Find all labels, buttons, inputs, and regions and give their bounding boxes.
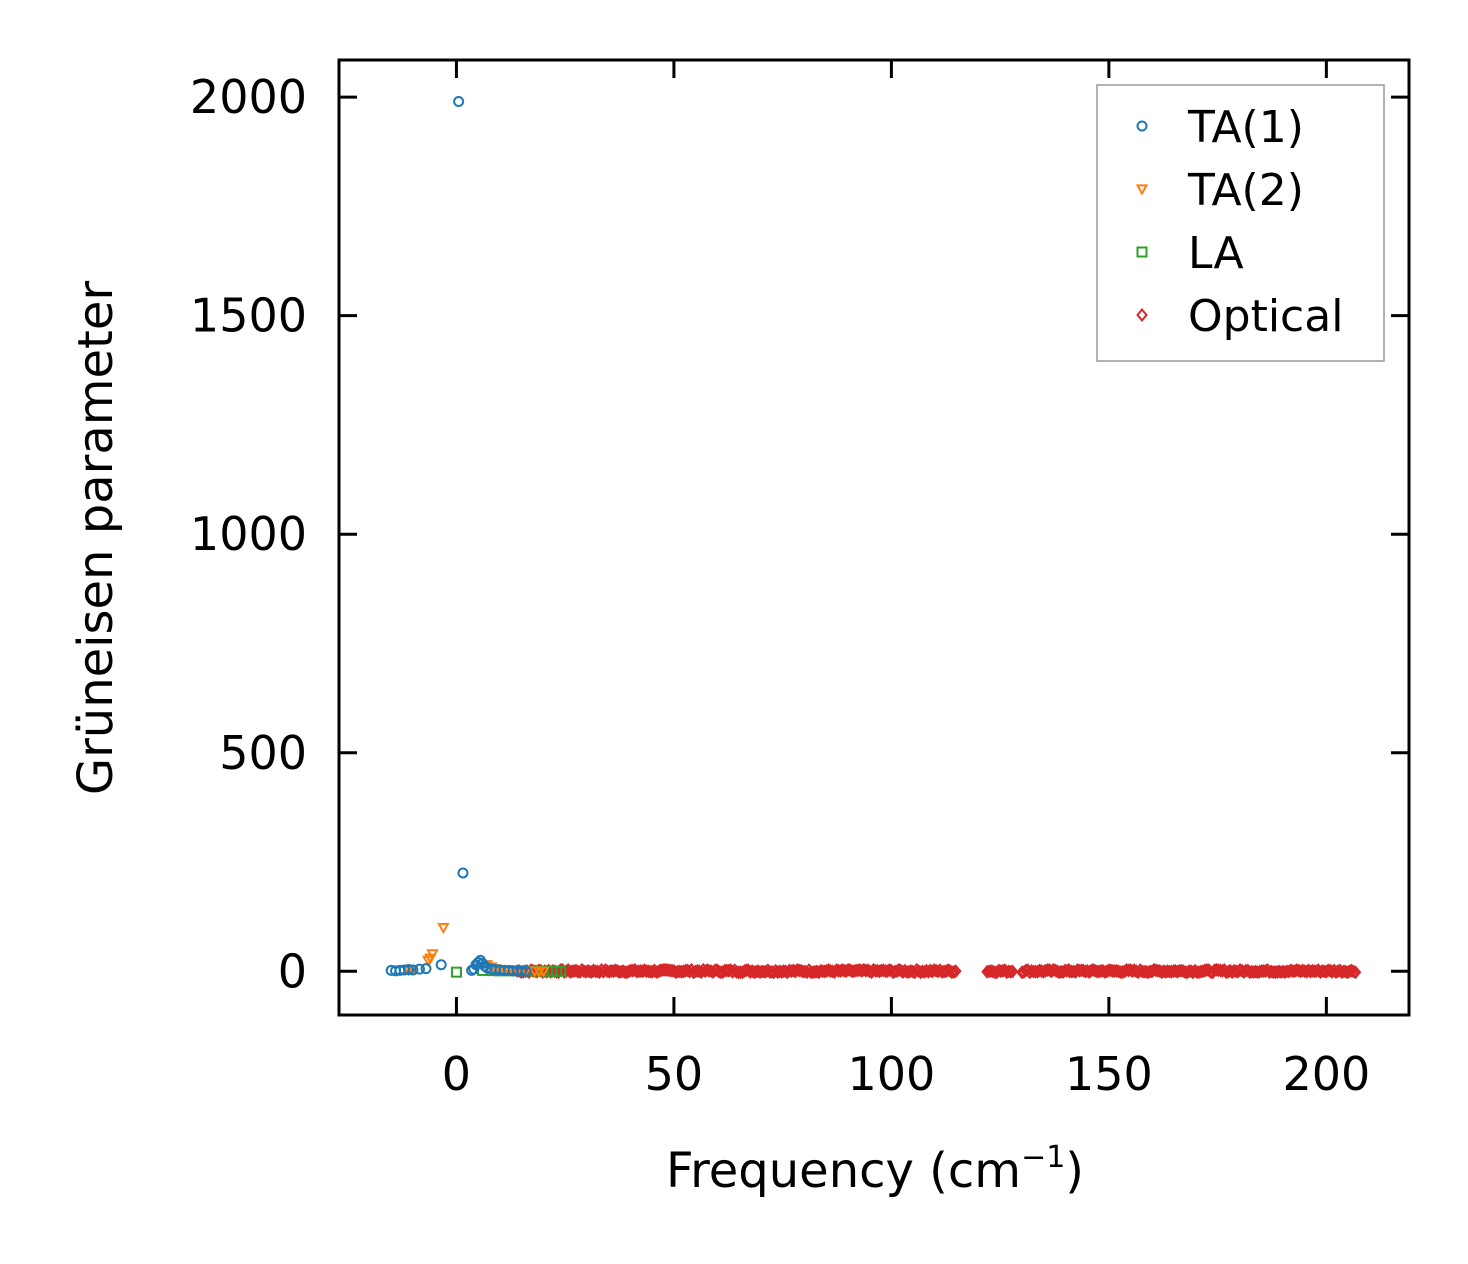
optical-point [1347, 964, 1360, 979]
y-tick-label: 0 [278, 944, 307, 998]
legend-box [1096, 84, 1385, 362]
data-point-ta1 [479, 960, 491, 972]
optical-point [623, 964, 635, 979]
data-point-ta1 [407, 964, 419, 976]
x-tick-label: 100 [847, 1047, 935, 1101]
data-point-ta1 [520, 965, 532, 977]
optical-point [550, 964, 563, 979]
x-axis-label-exponent: −1 [1021, 1140, 1065, 1175]
x-tick-label: 150 [1065, 1047, 1153, 1101]
legend-label: Optical [1188, 291, 1343, 342]
y-tick-label: 1500 [190, 289, 307, 343]
legend-marker [1136, 120, 1148, 132]
data-point-ta2 [537, 966, 550, 978]
data-point-ta2 [421, 955, 435, 967]
data-point-ta2 [437, 922, 450, 935]
optical-point [949, 964, 962, 979]
data-point-ta1 [516, 965, 528, 977]
plot-marks [385, 96, 1362, 980]
x-axis-label-close: ) [1065, 1143, 1084, 1199]
optical-point [664, 963, 676, 978]
data-point-la [450, 966, 462, 978]
legend-label: LA [1188, 228, 1244, 279]
optical-point [1214, 963, 1227, 978]
optical-point [797, 964, 809, 979]
optical-point [1349, 965, 1362, 980]
data-point-ta1 [435, 959, 447, 971]
legend-label: TA(1) [1187, 102, 1304, 153]
x-tick-label: 0 [442, 1047, 471, 1101]
data-point-ta1 [403, 964, 415, 976]
plot-frame [337, 58, 1411, 1017]
data-point-la [555, 965, 567, 977]
y-axis-label: Grüneisen parameter [68, 281, 124, 796]
optical-point [1002, 964, 1015, 979]
legend-marker [1135, 184, 1149, 196]
data-point-ta1 [457, 867, 469, 879]
optical-point [1006, 964, 1019, 979]
optical-point [1150, 963, 1162, 978]
optical-point [946, 965, 958, 980]
x-tick-label: 200 [1282, 1047, 1370, 1101]
y-tick-label: 2000 [190, 70, 307, 124]
optical-point [589, 964, 602, 979]
x-axis-label-main: Frequency (cm [666, 1143, 1021, 1199]
optical-point [791, 962, 804, 977]
legend-label: TA(2) [1187, 165, 1304, 216]
data-point-ta2 [402, 965, 415, 977]
optical-point [1016, 965, 1028, 980]
data-point-ta1 [453, 96, 465, 108]
legend-marker [1136, 246, 1148, 258]
x-tick-label: 50 [645, 1047, 704, 1101]
y-tick-label: 500 [219, 726, 307, 780]
y-tick-label: 1000 [190, 507, 307, 561]
data-point-ta1 [420, 963, 432, 975]
data-point-ta1 [466, 964, 478, 976]
legend-marker [1136, 308, 1148, 322]
optical-point [1004, 964, 1017, 979]
legend: TA(1) TA(2) LA Optical [1096, 84, 1385, 362]
data-point-ta1 [413, 963, 425, 975]
x-axis-label: Frequency (cm−1) [666, 1140, 1084, 1199]
